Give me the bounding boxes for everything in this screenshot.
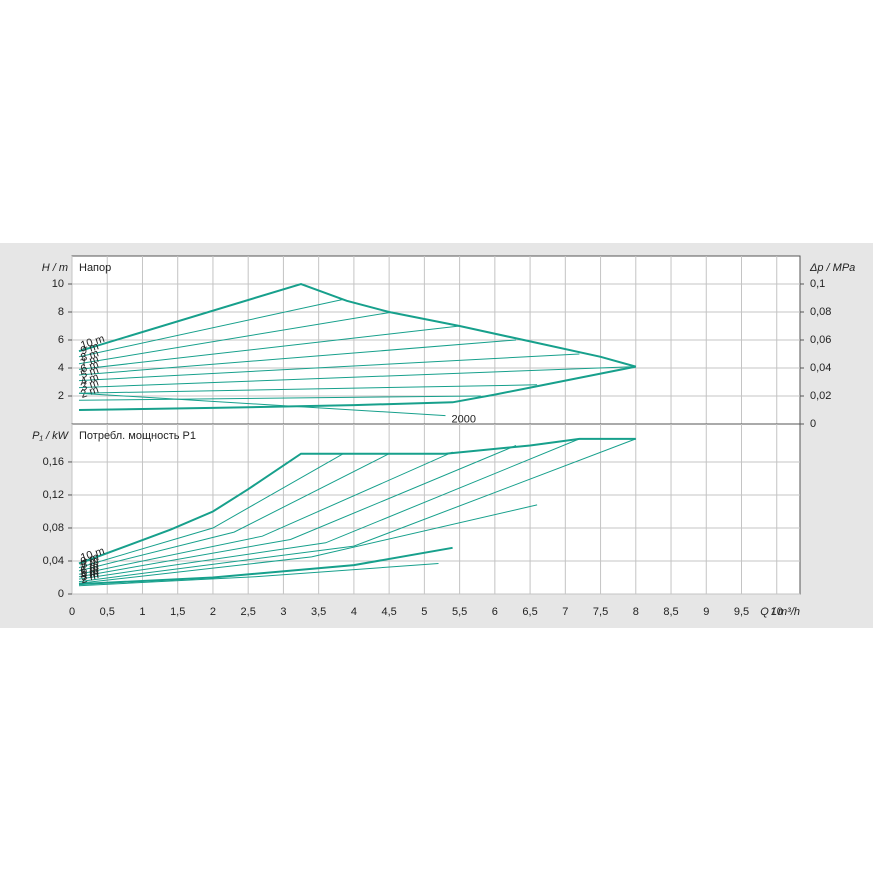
x-tick-label: 4,5: [381, 606, 396, 618]
x-tick-label: 10: [771, 606, 783, 618]
y-tick-label: 2: [58, 390, 64, 402]
series-line: [78, 282, 637, 368]
series-label: 2000: [452, 414, 476, 426]
x-tick-label: 8: [633, 606, 639, 618]
y-axis-label: H / m: [42, 262, 68, 274]
x-tick-label: 9: [703, 606, 709, 618]
y2-tick-label: 0,04: [810, 362, 831, 374]
y-tick-label: 0,16: [43, 456, 64, 468]
series-label: 8 m: [79, 554, 100, 571]
series-label: 5 m: [79, 563, 100, 580]
series-line: [78, 451, 453, 575]
y2-tick-label: 0,1: [810, 278, 825, 290]
series-label: 2 m: [79, 384, 100, 401]
x-tick-label: 9,5: [734, 606, 749, 618]
series-label: 4 m: [79, 371, 100, 388]
series-line: [78, 437, 636, 565]
series-line: [78, 438, 636, 583]
series-line: [78, 365, 636, 411]
x-tick-label: 0: [69, 606, 75, 618]
x-tick-label: 0,5: [100, 606, 115, 618]
series-line: [78, 438, 580, 580]
series-label: 6 m: [79, 560, 100, 577]
series-label: 9 m: [79, 340, 100, 357]
series-label: 3 m: [79, 377, 100, 394]
series-line: [78, 311, 393, 365]
x-tick-label: 3: [280, 606, 286, 618]
series-line: [78, 298, 344, 358]
series-label: 2 m: [79, 569, 100, 586]
chart-title: Потребл. мощность P1: [79, 430, 196, 442]
series-label: 9 m: [79, 551, 100, 568]
series-line: [78, 392, 446, 417]
series-label: 6 m: [79, 359, 100, 376]
x-tick-label: 6: [492, 606, 498, 618]
y-tick-label: 8: [58, 306, 64, 318]
x-tick-label: 2,5: [241, 606, 256, 618]
y-tick-label: 6: [58, 334, 64, 346]
x-tick-label: 7,5: [593, 606, 608, 618]
x-tick-label: 3,5: [311, 606, 326, 618]
series-line: [78, 453, 344, 569]
x-tick-label: 1,5: [170, 606, 185, 618]
y2-tick-label: 0,06: [810, 334, 831, 346]
series-label: 7 m: [79, 353, 100, 370]
series-line: [78, 353, 580, 382]
x-tick-label: 5: [421, 606, 427, 618]
y-tick-label: 0,04: [43, 555, 64, 567]
x-tick-label: 4: [351, 606, 357, 618]
y-tick-label: 10: [52, 278, 64, 290]
x-tick-label: 5,5: [452, 606, 467, 618]
y2-tick-label: 0: [810, 418, 816, 430]
x-tick-label: 6,5: [522, 606, 537, 618]
x-tick-label: 7: [562, 606, 568, 618]
series-line: [78, 384, 538, 394]
series-label: 7 m: [79, 558, 100, 575]
series-line: [78, 563, 439, 587]
y2-tick-label: 0,02: [810, 390, 831, 402]
y-tick-label: 4: [58, 362, 64, 374]
series-label: 4 m: [79, 565, 100, 582]
series-line: [78, 395, 481, 401]
series-line: [78, 504, 538, 584]
x-axis-label: Q / m³/h: [760, 606, 800, 618]
y-axis-label: P₁ / kW: [32, 430, 69, 442]
series-label: 8 m: [79, 347, 100, 364]
plot-area: [71, 423, 801, 595]
series-label: 3 m: [79, 567, 100, 584]
series-line: [78, 325, 460, 370]
chart-title: Напор: [79, 262, 111, 274]
series-label: 5 m: [79, 364, 100, 381]
series-line: [78, 546, 453, 586]
x-tick-label: 1: [139, 606, 145, 618]
series-line: [78, 339, 517, 376]
series-line: [78, 366, 636, 389]
y-tick-label: 0: [58, 588, 64, 600]
series-line: [78, 453, 390, 572]
y2-axis-label: Δp / MPa: [809, 262, 855, 274]
y-tick-label: 0,12: [43, 489, 64, 501]
series-line: [78, 445, 517, 578]
y2-tick-label: 0,08: [810, 306, 831, 318]
x-tick-label: 2: [210, 606, 216, 618]
x-tick-label: 8,5: [663, 606, 678, 618]
y-tick-label: 0,08: [43, 522, 64, 534]
